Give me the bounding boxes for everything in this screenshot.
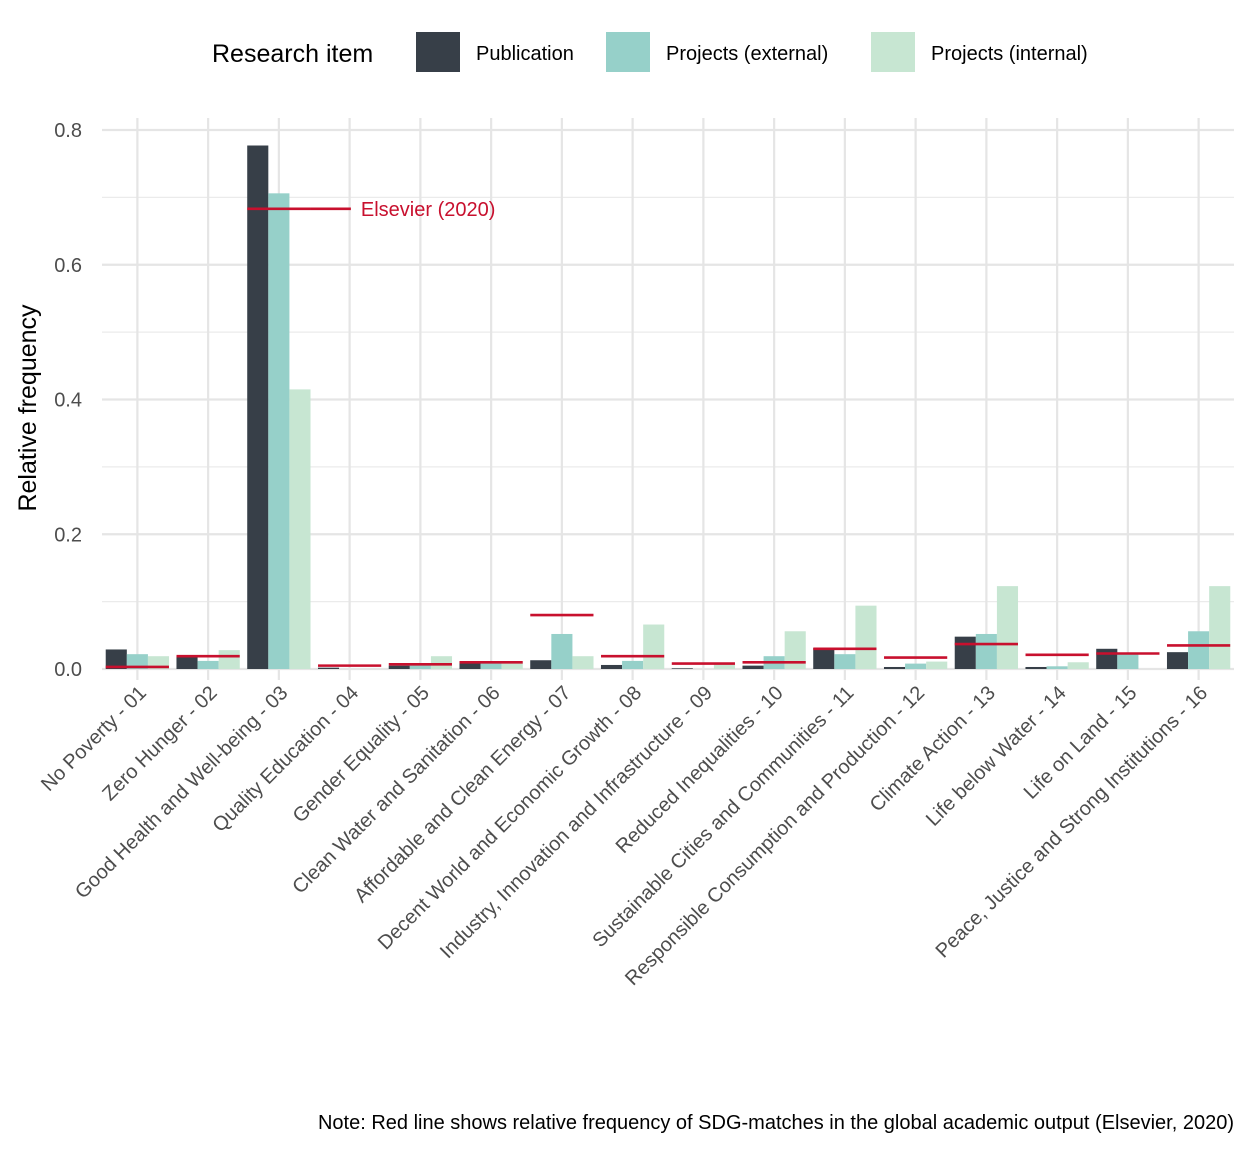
y-tick-label: 0.6 xyxy=(54,255,82,277)
y-axis: 0.0 0.2 0.4 0.6 0.8 xyxy=(54,120,82,681)
x-tick-label-13: Climate Action - 13 xyxy=(866,682,1000,816)
bar-projects-external-1 xyxy=(126,654,148,669)
x-tick-label-11: Sustainable Cities and Communities - 11 xyxy=(588,682,858,952)
legend-label-3: Projects (internal) xyxy=(931,43,1088,65)
bar-projects-external-7 xyxy=(551,633,573,669)
y-axis-label: Relative frequency xyxy=(14,304,42,512)
footnote: Note: Red line shows relative frequency … xyxy=(317,1112,1234,1134)
bar-publication-9 xyxy=(671,668,693,669)
bar-publication-16 xyxy=(1166,652,1189,669)
bar-projects-internal-13 xyxy=(996,586,1019,669)
bar-projects-internal-14 xyxy=(1067,662,1089,669)
bar-publication-10 xyxy=(742,665,764,669)
bar-publication-1 xyxy=(105,649,127,669)
bar-publication-4 xyxy=(317,667,340,669)
bar-projects-internal-3 xyxy=(289,389,311,669)
bar-publication-11 xyxy=(813,648,835,669)
bars xyxy=(105,145,1231,669)
legend-key-2 xyxy=(606,32,650,72)
bar-publication-6 xyxy=(459,661,481,669)
bar-publication-13 xyxy=(954,636,976,669)
bar-projects-external-8 xyxy=(622,660,644,669)
legend-key-1 xyxy=(416,32,460,72)
y-tick-label: 0.8 xyxy=(54,120,82,142)
bar-publication-12 xyxy=(883,666,906,669)
legend-title: Research item xyxy=(212,40,373,68)
bar-projects-external-12 xyxy=(905,663,927,669)
bar-projects-internal-8 xyxy=(643,624,665,669)
bar-projects-external-6 xyxy=(480,662,502,669)
bar-projects-internal-5 xyxy=(430,656,453,669)
bar-projects-internal-9 xyxy=(713,662,736,669)
bar-publication-3 xyxy=(247,145,269,669)
legend-label-1: Publication xyxy=(476,43,574,65)
bar-projects-external-15 xyxy=(1117,654,1139,669)
bar-publication-7 xyxy=(530,660,552,669)
y-tick-label: 0.4 xyxy=(54,390,82,412)
x-tick-label-5: Gender Equality - 05 xyxy=(289,682,434,827)
legend-key-3 xyxy=(871,32,915,72)
legend-label-2: Projects (external) xyxy=(666,43,828,65)
y-tick-label: 0.2 xyxy=(54,524,82,546)
bar-projects-external-11 xyxy=(834,654,856,669)
bar-projects-external-13 xyxy=(975,633,997,669)
x-tick-label-16: Peace, Justice and Strong Institutions -… xyxy=(932,682,1212,962)
bar-publication-2 xyxy=(176,656,198,669)
bar-projects-internal-2 xyxy=(218,650,240,669)
bar-publication-8 xyxy=(600,664,623,669)
reference-annotation: Elsevier (2020) xyxy=(361,199,496,221)
bar-publication-15 xyxy=(1096,648,1118,669)
bar-projects-external-2 xyxy=(197,660,219,669)
x-tick-label-8: Decent World and Economic Growth - 08 xyxy=(374,682,646,954)
bar-publication-14 xyxy=(1025,666,1047,669)
bar-projects-external-3 xyxy=(268,193,290,669)
bar-projects-internal-6 xyxy=(501,662,523,669)
bar-projects-internal-10 xyxy=(784,631,806,669)
bar-projects-internal-16 xyxy=(1209,586,1231,669)
bar-projects-external-14 xyxy=(1046,666,1068,669)
bar-publication-5 xyxy=(388,665,410,669)
legend: Research item Publication Projects (extern… xyxy=(212,32,1088,72)
y-tick-label: 0.0 xyxy=(54,659,82,681)
bar-projects-internal-7 xyxy=(572,656,594,669)
bar-projects-internal-12 xyxy=(926,661,948,669)
bar-projects-external-16 xyxy=(1188,631,1210,669)
bar-projects-internal-11 xyxy=(855,605,877,669)
bar-projects-external-5 xyxy=(409,663,431,669)
reference-lines: Elsevier (2020) xyxy=(105,199,1231,669)
x-tick-label-14: Life below Water - 14 xyxy=(922,682,1071,831)
